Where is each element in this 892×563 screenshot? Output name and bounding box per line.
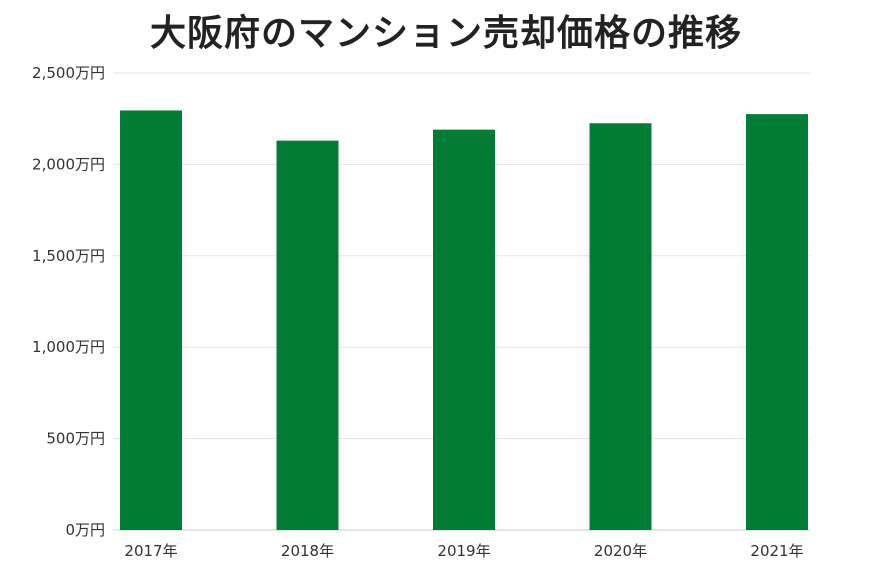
x-tick-label: 2019年 [437, 542, 490, 560]
x-tick-label: 2018年 [281, 542, 334, 560]
bar [276, 140, 339, 531]
bar [120, 110, 182, 530]
bar [746, 114, 808, 530]
x-tick-label: 2020年 [594, 542, 647, 560]
y-tick-label: 1,000万円 [32, 338, 105, 356]
y-tick-label: 0万円 [65, 521, 105, 539]
bars [120, 110, 808, 531]
y-tick-label: 1,500万円 [32, 247, 105, 265]
y-tick-label: 2,500万円 [32, 64, 105, 82]
chart-title: 大阪府のマンション売却価格の推移 [149, 13, 742, 54]
x-tick-label: 2021年 [750, 542, 803, 560]
bar [589, 123, 652, 531]
y-axis-ticks: 0万円 500万円 1,000万円 1,500万円 2,000万円 2,500万円 [32, 64, 105, 539]
x-tick-label: 2017年 [124, 542, 177, 560]
y-tick-label: 500万円 [46, 430, 105, 448]
x-axis-ticks: 2017年 2018年 2019年 2020年 2021年 [124, 542, 803, 560]
bar [433, 129, 495, 530]
y-tick-label: 2,000万円 [32, 155, 105, 173]
